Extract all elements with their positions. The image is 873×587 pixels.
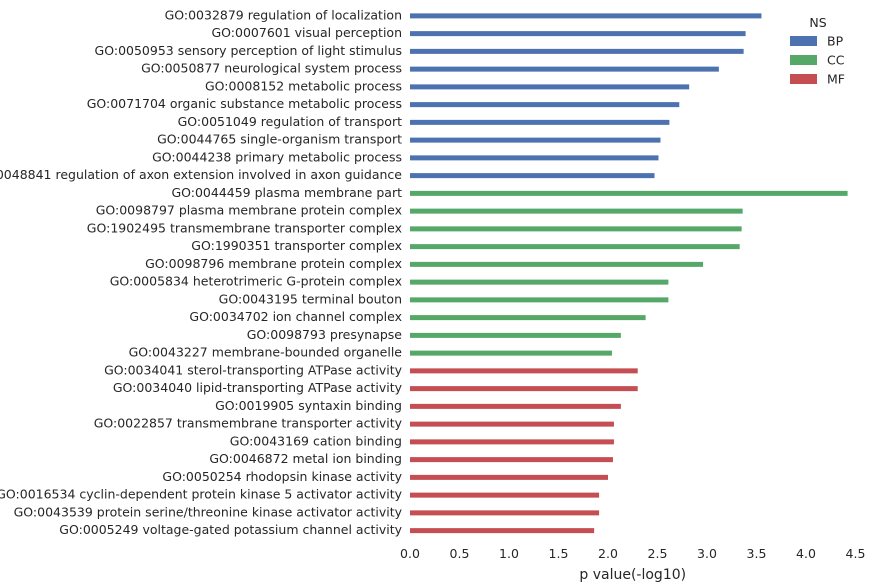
bar-bp-3 [410, 66, 719, 72]
bar-bp-0 [410, 13, 762, 19]
category-label: GO:0046872 metal ion binding [209, 451, 402, 466]
category-label: GO:0044459 plasma membrane part [171, 185, 402, 200]
category-label: GO:0044238 primary metabolic process [152, 149, 402, 164]
category-label: GO:0050877 neurological system process [141, 61, 402, 76]
category-label: GO:0022857 transmembrane transporter act… [94, 416, 403, 431]
legend-swatch-mf [790, 74, 817, 84]
bar-bp-9 [410, 173, 655, 179]
category-label: GO:0071704 organic substance metabolic p… [87, 96, 402, 111]
legend-label-bp: BP [827, 34, 844, 49]
bar-mf-26 [410, 474, 608, 480]
bar-cc-18 [410, 332, 621, 338]
x-tick-label: 2.0 [598, 546, 618, 561]
bars-layer [410, 13, 848, 534]
category-label: GO:0034040 lipid-transporting ATPase act… [113, 380, 403, 395]
category-label: GO:0098796 membrane protein complex [145, 256, 402, 271]
bar-mf-21 [410, 386, 638, 392]
legend-entries: BP CC MF [790, 34, 845, 87]
category-label: GO:0048841 regulation of axon extension … [0, 167, 402, 182]
bar-cc-14 [410, 261, 704, 267]
category-label: GO:0043169 cation binding [230, 433, 402, 448]
category-label: GO:0005249 voltage-gated potassium chann… [59, 522, 402, 537]
bar-cc-11 [410, 208, 743, 214]
legend-label-cc: CC [827, 53, 845, 68]
category-label: GO:0005834 heterotrimeric G-protein comp… [110, 274, 402, 289]
bar-cc-15 [410, 279, 669, 285]
category-label: GO:1902495 transmembrane transporter com… [87, 220, 402, 235]
category-label: GO:0050254 rhodopsin kinase activity [162, 469, 402, 484]
bar-mf-25 [410, 457, 613, 463]
category-label: GO:0043195 terminal bouton [219, 291, 402, 306]
legend-title: NS [809, 15, 826, 30]
bar-mf-20 [410, 368, 638, 374]
category-label: GO:0007601 visual perception [211, 25, 402, 40]
category-label: GO:0019905 syntaxin binding [215, 398, 402, 413]
x-tick-label: 1.0 [499, 546, 519, 561]
x-tick-label: 1.5 [549, 546, 569, 561]
bar-mf-22 [410, 403, 621, 409]
category-label: GO:0008152 metabolic process [205, 78, 402, 93]
bar-mf-23 [410, 421, 614, 427]
bar-cc-17 [410, 315, 646, 321]
x-axis-title: p value(-log10) [579, 567, 686, 583]
bar-mf-28 [410, 510, 600, 516]
bar-cc-10 [410, 190, 848, 196]
category-label: GO:0032879 regulation of localization [165, 7, 402, 22]
x-tick-label: 0.5 [450, 546, 470, 561]
legend-swatch-cc [790, 55, 817, 65]
bar-cc-19 [410, 350, 612, 356]
legend-label-mf: MF [827, 72, 845, 87]
x-tick-label: 0.0 [400, 546, 420, 561]
bar-bp-4 [410, 84, 690, 90]
bar-bp-6 [410, 119, 670, 125]
category-label: GO:0034702 ion channel complex [189, 309, 402, 324]
bar-mf-24 [410, 439, 614, 445]
category-label: GO:0034041 sterol-transporting ATPase ac… [104, 362, 403, 377]
bar-cc-12 [410, 226, 742, 232]
bar-cc-13 [410, 244, 740, 250]
bar-mf-29 [410, 528, 595, 534]
category-label: GO:0016534 cyclin-dependent protein kina… [0, 487, 403, 502]
x-tick-label: 4.0 [796, 546, 816, 561]
x-tick-label: 3.0 [697, 546, 717, 561]
x-tick-label: 3.5 [747, 546, 767, 561]
legend: NS BP CC MF [790, 15, 845, 87]
category-label: GO:0044765 single-organism transport [157, 132, 402, 147]
category-label: GO:0043539 protein serine/threonine kina… [14, 504, 403, 519]
bar-bp-2 [410, 48, 744, 54]
category-label: GO:1990351 transporter complex [191, 238, 402, 253]
bar-bp-5 [410, 102, 680, 108]
category-label: GO:0098793 presynapse [247, 327, 403, 342]
bar-bp-8 [410, 155, 659, 161]
x-tick-label: 2.5 [648, 546, 668, 561]
x-axis-ticks: 0.0 0.5 1.0 1.5 2.0 2.5 3.0 3.5 4.0 4.5 [400, 546, 865, 561]
bar-bp-7 [410, 137, 661, 143]
bar-bp-1 [410, 31, 746, 37]
category-label: GO:0051049 regulation of transport [178, 114, 403, 129]
bar-mf-27 [410, 492, 600, 498]
category-label: GO:0098797 plasma membrane protein compl… [96, 203, 402, 218]
legend-swatch-bp [790, 36, 817, 46]
x-tick-label: 4.5 [846, 546, 866, 561]
category-label: GO:0050953 sensory perception of light s… [95, 43, 402, 58]
category-label: GO:0043227 membrane-bounded organelle [129, 345, 403, 360]
bar-cc-16 [410, 297, 669, 303]
category-labels: GO:0032879 regulation of localization GO:… [0, 7, 403, 537]
